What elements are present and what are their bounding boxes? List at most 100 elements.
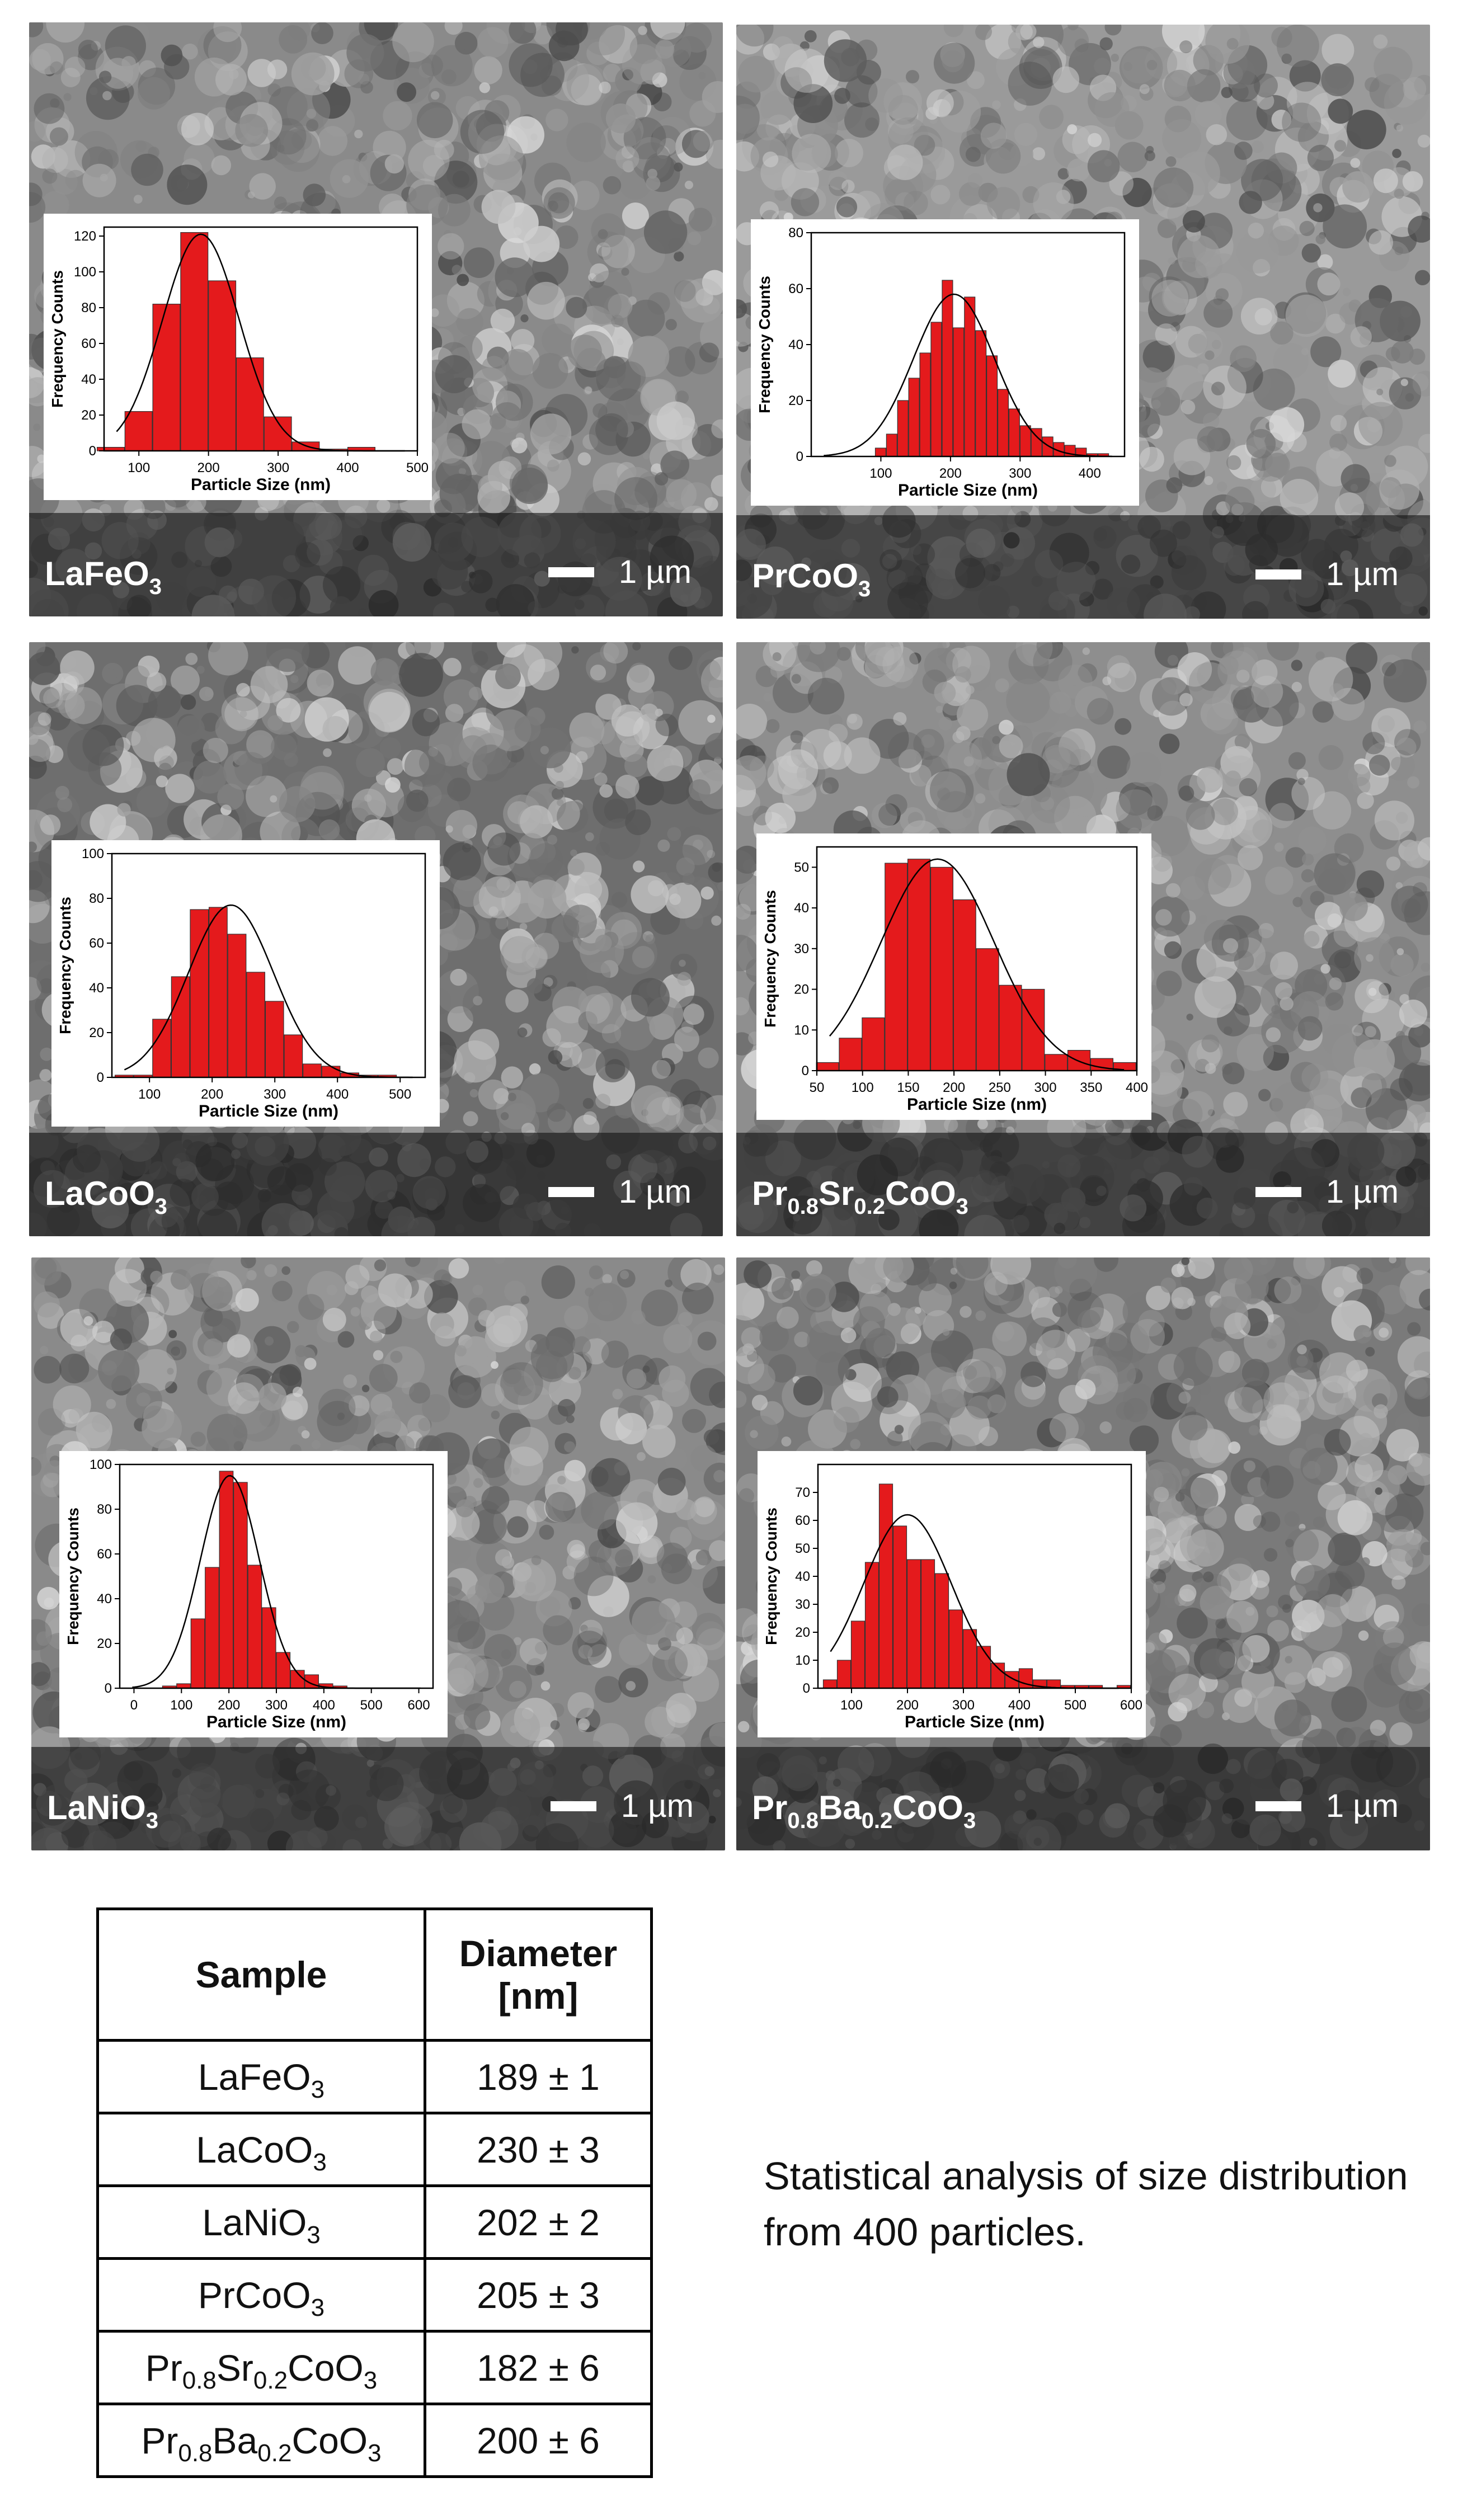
histogram-bar [205,1567,219,1689]
grain [1207,1109,1215,1117]
grain [614,1461,629,1476]
grain [60,650,95,685]
grain [304,798,316,809]
x-axis-title: Particle Size (nm) [898,481,1038,500]
grain [458,735,487,764]
grain [349,1395,370,1416]
grain [943,25,964,37]
grain [585,1323,601,1340]
grain [1327,913,1342,928]
grain [435,355,474,394]
grain [992,736,1000,745]
grain [472,1284,483,1296]
histogram-bar [265,1001,284,1078]
sem-panel-lanio3: LaNiO3 1 µm 0 100 200 300 400 500 600 0 20 40 60 80… [31,1257,725,1850]
grain [1157,219,1177,238]
grain [342,175,351,183]
grain [361,1285,379,1303]
grain [500,1362,543,1405]
grain [1365,77,1380,92]
grain [49,127,68,146]
grain [547,1103,566,1122]
x-tick-label: 300 [1009,466,1031,481]
grain [361,1384,370,1392]
grain [596,841,610,856]
grain [374,1259,387,1271]
grain [177,715,205,743]
grain [1271,110,1292,130]
grain [206,1368,245,1407]
grain [640,703,659,722]
grain [1033,642,1073,682]
grain [1155,677,1177,698]
grain [446,1464,490,1509]
grain [1399,999,1428,1028]
y-tick-label: 50 [794,860,809,875]
grain [1402,171,1423,192]
grain [887,144,923,180]
label-band [736,515,1430,619]
grain [615,147,639,171]
grain [507,1092,516,1101]
grain [215,64,247,96]
grain [1107,662,1137,693]
grain [424,1280,458,1314]
grain [404,745,446,787]
grain [594,773,608,786]
histogram-bar [1042,436,1053,457]
histogram-inset: 100 200 300 400 0 20 40 60 80 Particle Size (nm) F… [751,219,1139,506]
grain [37,454,46,463]
grain [872,803,897,828]
grain [1408,215,1430,243]
histogram-bar [152,304,181,451]
grain [1067,158,1090,182]
y-tick-label: 20 [794,982,809,997]
grain [450,969,467,986]
grain [1194,101,1222,128]
grain [620,1270,629,1279]
grain [778,749,819,789]
grain [418,1417,432,1431]
grain [1161,25,1205,53]
grain [1265,778,1309,821]
grain [690,1445,718,1472]
grain [412,708,440,737]
grain [1400,379,1408,387]
grain [526,1500,549,1523]
grain [479,82,490,93]
grain [1055,642,1063,650]
grain [1321,930,1358,967]
y-tick-label: 80 [97,1502,112,1517]
scale-bar: 1 µm [548,1173,692,1210]
grain [711,474,723,497]
grain [1298,826,1327,855]
grain [306,119,319,132]
grain [647,292,670,315]
grain [756,118,779,141]
grain [1158,700,1188,729]
grain [1258,923,1274,939]
y-tick-label: 100 [90,1457,112,1472]
grain [1308,657,1353,701]
grain [518,807,543,833]
grain [1250,477,1276,502]
grain [443,1577,462,1596]
grain [632,142,671,181]
grain [330,159,369,198]
grain [369,1364,398,1392]
x-tick-label: 400 [313,1698,335,1713]
grain [443,658,462,676]
grain [102,662,124,685]
grain [138,656,160,677]
histogram-bar [907,859,931,1071]
histogram-bar [321,1066,341,1078]
x-tick-label: 100 [852,1080,874,1095]
grain [1353,417,1383,446]
grain [669,893,681,905]
grain [457,274,469,286]
histogram-bar [919,352,931,457]
grain [1015,642,1053,667]
grain [1417,134,1430,148]
grain [535,1590,572,1627]
grain [1266,1605,1278,1618]
